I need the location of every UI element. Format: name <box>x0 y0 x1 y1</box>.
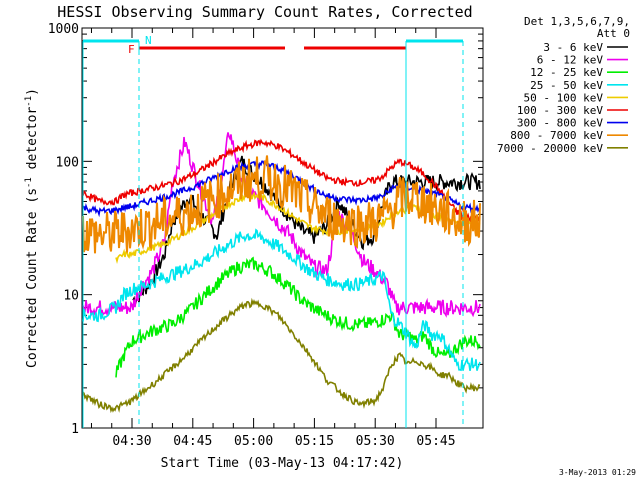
series-line-50-100-kev <box>115 190 481 265</box>
plot-timestamp: 3-May-2013 01:29 <box>559 468 636 477</box>
legend-entry-label: 12 - 25 keV <box>530 66 603 79</box>
legend-entry-label: 25 - 50 keV <box>530 79 603 92</box>
legend-entry-label: 7000 - 20000 keV <box>497 142 603 155</box>
plot-frame <box>81 27 484 429</box>
chart-title: HESSI Observing Summary Count Rates, Cor… <box>57 3 472 21</box>
flag-n-label: N <box>145 34 152 47</box>
x-tick-label: 05:00 <box>234 434 273 449</box>
y-axis-label: Corrected Count Rate (s-1 detector-1) <box>24 88 40 368</box>
y-tick-label: 10 <box>63 289 79 304</box>
x-tick-label: 04:30 <box>112 434 151 449</box>
x-axis-label: Start Time (03-May-13 04:17:42) <box>161 456 404 471</box>
series-line-800-7000-kev <box>82 155 481 254</box>
legend-header-line1: Det 1,3,5,6,7,9, <box>524 15 630 28</box>
legend-entry-label: 6 - 12 keV <box>537 54 604 67</box>
series-line-100-300-kev <box>82 138 481 223</box>
y-tick-label: 1000 <box>48 22 79 37</box>
legend-entry-label: 50 - 100 keV <box>524 91 604 104</box>
series-line-25-50-kev <box>82 228 481 372</box>
legend-entry-label: 3 - 6 keV <box>543 41 603 54</box>
series-line-7000-20000-kev <box>82 297 481 414</box>
y-tick-label: 100 <box>56 155 79 170</box>
legend-entry-label: 100 - 300 keV <box>517 104 603 117</box>
legend-entry-label: 800 - 7000 keV <box>510 129 603 142</box>
legend-header-line2: Att 0 <box>597 27 630 40</box>
series-line-6-12-kev <box>82 132 481 318</box>
series-lines <box>82 132 481 414</box>
y-tick-label: 1 <box>71 422 79 437</box>
x-tick-label: 05:30 <box>356 434 395 449</box>
x-tick-label: 04:45 <box>173 434 212 449</box>
x-tick-label: 05:45 <box>416 434 455 449</box>
axis-ticks: 1 10 100 1000 04:30 04:45 05:00 05:15 05:30 05:45 <box>48 22 483 449</box>
legend-entry-label: 300 - 800 keV <box>517 117 603 130</box>
attenuator-flags: NF <box>82 34 464 428</box>
flag-f-label: F <box>128 43 135 56</box>
x-tick-label: 05:15 <box>295 434 334 449</box>
